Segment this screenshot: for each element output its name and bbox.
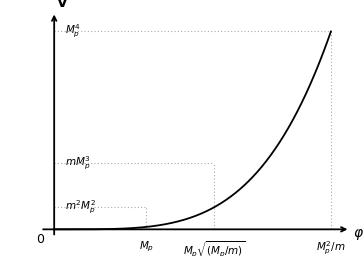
Text: $M_p$: $M_p$ — [139, 239, 154, 254]
Text: φ: φ — [353, 226, 362, 240]
Text: 0: 0 — [36, 233, 44, 246]
Text: $mM_p^3$: $mM_p^3$ — [65, 155, 91, 172]
Text: $M_p^4$: $M_p^4$ — [65, 23, 81, 40]
Text: $M_p\sqrt{(M_p/m)}$: $M_p\sqrt{(M_p/m)}$ — [183, 239, 245, 256]
Text: V: V — [57, 0, 68, 10]
Text: $M_p^2/m$: $M_p^2/m$ — [316, 239, 346, 256]
Text: $m^2M_p^2$: $m^2M_p^2$ — [65, 199, 96, 216]
